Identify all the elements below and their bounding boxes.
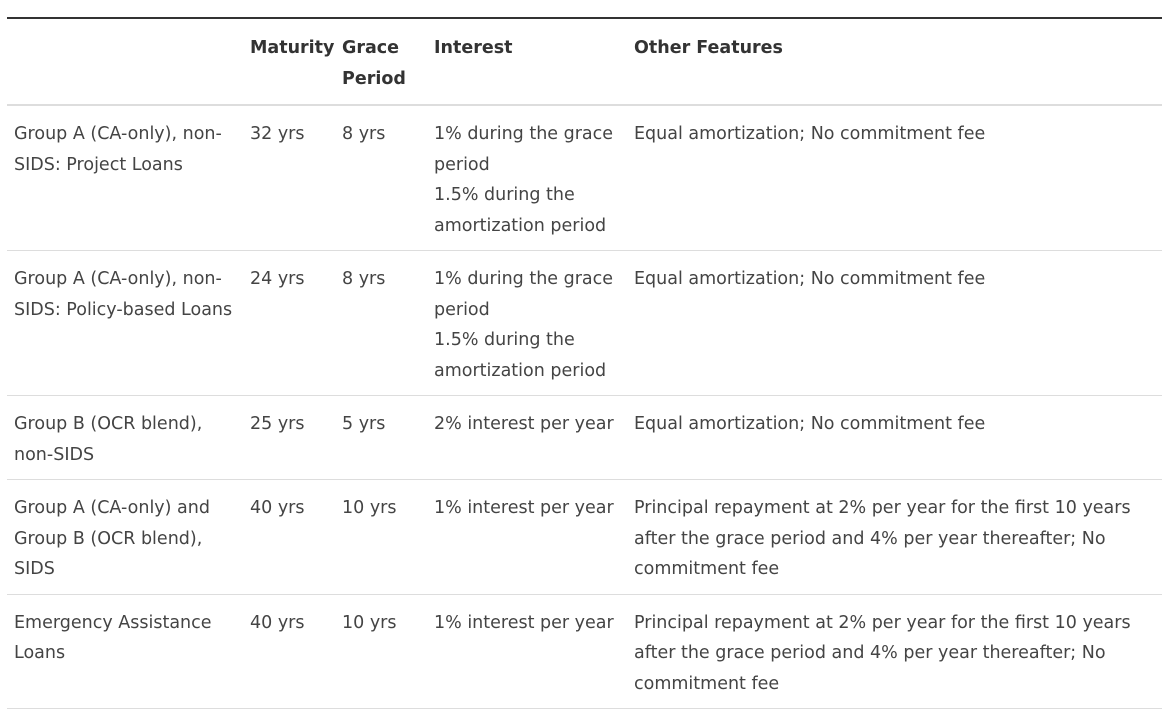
header-maturity: Maturity [250,38,335,58]
interest-line: 1% interest per year [434,612,614,633]
table-body: Group A (CA-only), non-SIDS: Project Loa… [7,105,1162,709]
table-row: Group A (CA-only) and Group B (OCR blend… [7,480,1162,595]
cell-grace: 8 yrs [342,269,386,289]
interest-line: 1% during the grace period [434,124,614,175]
cell-interest: 2% interest per year [431,396,631,480]
table-row: Emergency Assistance Loans 40 yrs 10 yrs… [7,594,1162,709]
cell-group: Group A (CA-only), non-SIDS: Policy-base… [14,269,233,320]
cell-group: Emergency Assistance Loans [14,612,212,664]
cell-grace: 5 yrs [342,414,386,434]
cell-interest: 1% during the grace period 1.5% during t… [431,251,631,396]
cell-group: Group A (CA-only), non-SIDS: Project Loa… [14,124,222,175]
cell-features: Principal repayment at 2% per year for t… [634,612,1131,694]
cell-features: Equal amortization; No commitment fee [634,124,986,144]
table-row: Group A (CA-only), non-SIDS: Policy-base… [7,251,1162,396]
cell-maturity: 32 yrs [250,124,305,144]
cell-interest: 1% interest per year [431,480,631,595]
cell-interest: 1% during the grace period 1.5% during t… [431,105,631,251]
table-row: Group B (OCR blend), non-SIDS 25 yrs 5 y… [7,396,1162,480]
cell-interest: 1% interest per year [431,594,631,709]
cell-grace: 10 yrs [342,612,397,633]
cell-maturity: 25 yrs [250,414,305,434]
header-other-features: Other Features [634,38,783,58]
interest-line: 1% interest per year [434,498,614,518]
table-header: Maturity Grace Period Interest Other Fea… [7,18,1162,105]
cell-maturity: 40 yrs [250,612,305,633]
cell-features: Principal repayment at 2% per year for t… [634,498,1131,579]
interest-line: 1% during the grace period [434,269,614,320]
cell-maturity: 24 yrs [250,269,305,289]
cell-features: Equal amortization; No commitment fee [634,414,986,434]
header-grace-line-1: Grace [342,38,400,58]
header-interest: Interest [434,38,513,58]
cell-maturity: 40 yrs [250,498,305,518]
cell-group: Group B (OCR blend), non-SIDS [14,414,203,465]
table-row: Group A (CA-only), non-SIDS: Project Loa… [7,105,1162,251]
cell-features: Equal amortization; No commitment fee [634,269,986,289]
header-row: Maturity Grace Period Interest Other Fea… [7,18,1162,105]
loan-terms-table: Maturity Grace Period Interest Other Fea… [7,17,1162,709]
header-group [7,18,247,105]
interest-line: 1.5% during the amortization period [434,330,607,381]
cell-grace: 8 yrs [342,124,386,144]
loan-terms-table-container: Maturity Grace Period Interest Other Fea… [7,17,1162,709]
header-grace-line-2: Period [342,68,406,89]
interest-line: 1.5% during the amortization period [434,185,607,236]
header-grace-period: Grace Period [339,18,431,105]
cell-group: Group A (CA-only) and Group B (OCR blend… [14,498,210,579]
cell-grace: 10 yrs [342,498,397,518]
interest-line: 2% interest per year [434,414,614,434]
